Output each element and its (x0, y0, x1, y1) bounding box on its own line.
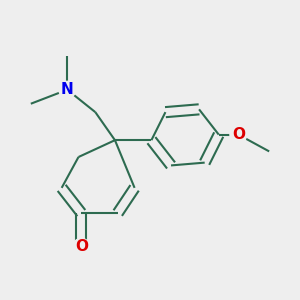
Circle shape (59, 81, 76, 98)
Text: N: N (61, 82, 74, 97)
Text: O: O (232, 127, 245, 142)
Text: O: O (75, 239, 88, 254)
Circle shape (73, 238, 90, 255)
Circle shape (230, 126, 247, 143)
